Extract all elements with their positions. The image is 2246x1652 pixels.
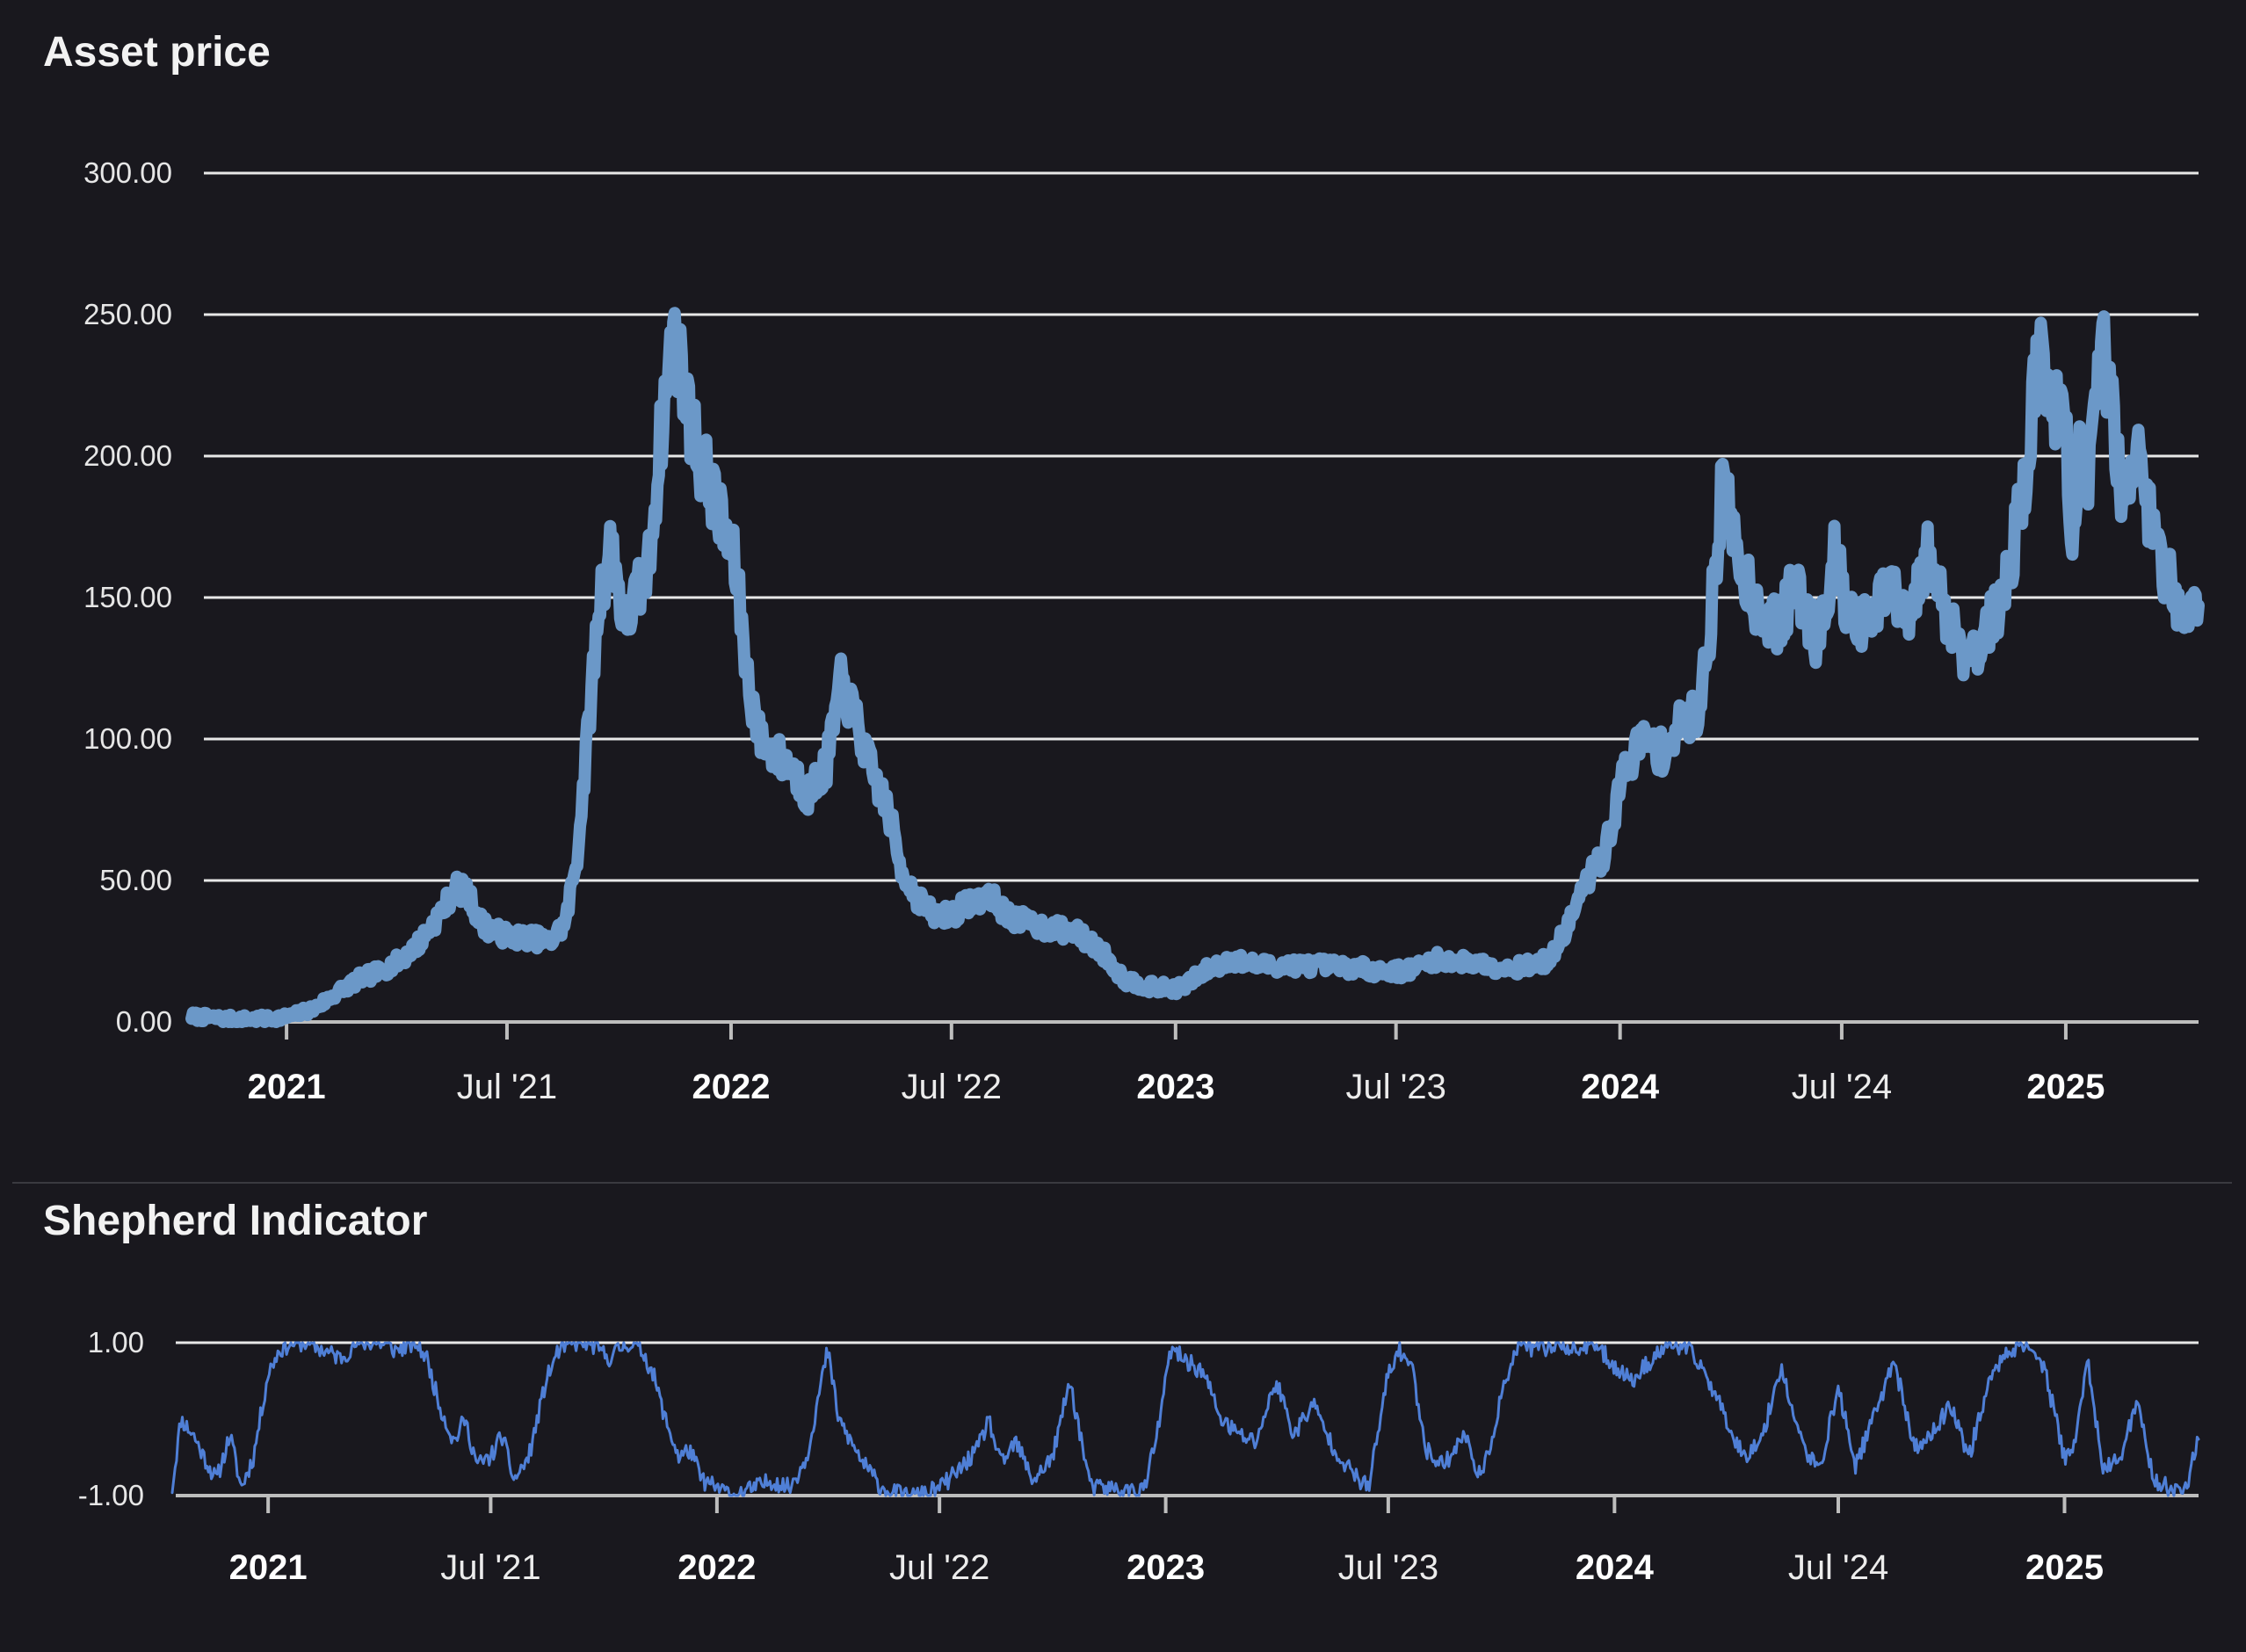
y-tick-label: 300.00 xyxy=(83,156,172,189)
y-tick-label: 0.00 xyxy=(116,1005,172,1038)
x-tick-label: 2024 xyxy=(1576,1548,1655,1587)
x-tick-label: 2025 xyxy=(2025,1548,2104,1587)
indicator-chart-panel: -1.00 1.00 2021 Jul '21 2022 Jul '22 2023 Jul '… xyxy=(0,1182,2246,1652)
price-chart: 0.00 50.00 100.00 150.00 200.00 250.00 300.00 2… xyxy=(83,156,2205,1106)
x-tick-label: 2023 xyxy=(1127,1548,1205,1587)
price-chart-title: Asset price xyxy=(43,29,271,76)
x-tick-label: 2022 xyxy=(677,1548,756,1587)
y-tick-label: 100.00 xyxy=(83,722,172,755)
x-tick-label: 2023 xyxy=(1136,1068,1214,1106)
x-tick-label: 2024 xyxy=(1581,1068,1660,1106)
x-tick-label: Jul '24 xyxy=(1792,1068,1892,1106)
panel-divider xyxy=(12,1182,2232,1184)
y-tick-label: 250.00 xyxy=(83,298,172,330)
y-tick-label: 150.00 xyxy=(83,581,172,613)
indicator-chart-title: Shepherd Indicator xyxy=(43,1198,428,1244)
series-line xyxy=(185,307,2205,1028)
y-tick-label: 200.00 xyxy=(83,439,172,472)
y-tick-label: 50.00 xyxy=(99,864,172,896)
x-tick-label: Jul '22 xyxy=(902,1068,1002,1106)
series-line xyxy=(170,1341,2200,1497)
x-tick-label: 2021 xyxy=(248,1068,326,1106)
x-tick-label: 2021 xyxy=(229,1548,308,1587)
x-tick-label: Jul '22 xyxy=(889,1548,989,1587)
x-tick-label: Jul '24 xyxy=(1788,1548,1888,1587)
x-tick-label: Jul '23 xyxy=(1345,1068,1445,1106)
price-chart-panel: Asset price 0.00 50.00 100.00 150.00 200.00 2… xyxy=(43,29,2205,1106)
indicator-chart: -1.00 1.00 2021 Jul '21 2022 Jul '22 2023 Jul '… xyxy=(78,1326,2200,1587)
x-tick-label: Jul '21 xyxy=(440,1548,540,1587)
y-tick-label: -1.00 xyxy=(78,1479,144,1511)
y-tick-label: 1.00 xyxy=(88,1326,144,1359)
x-tick-label: 2025 xyxy=(2026,1068,2105,1106)
x-tick-label: Jul '21 xyxy=(457,1068,557,1106)
x-tick-label: Jul '23 xyxy=(1338,1548,1438,1587)
x-tick-label: 2022 xyxy=(692,1068,770,1106)
